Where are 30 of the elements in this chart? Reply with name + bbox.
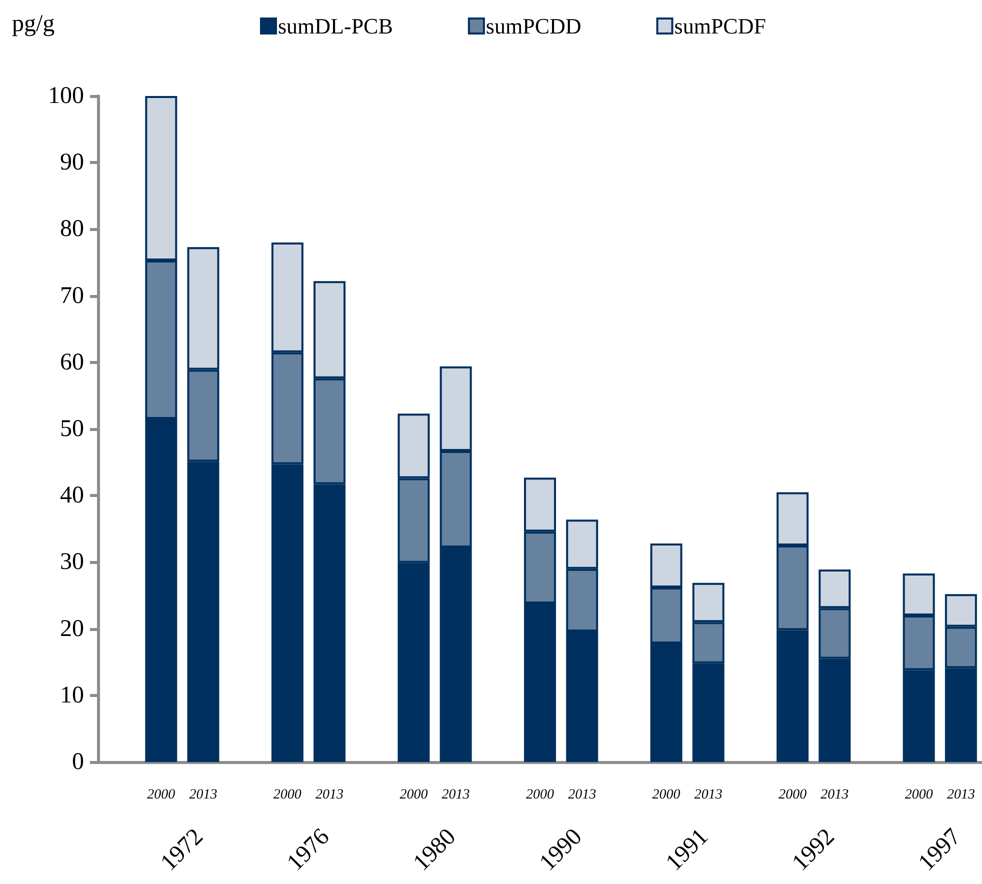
legend-label: sumPCDD <box>486 14 582 38</box>
y-tick-label: 0 <box>72 749 84 775</box>
x-tick-label: 2000 <box>904 788 933 802</box>
y-tick-label: 30 <box>60 549 84 576</box>
x-tick-label: 2013 <box>820 788 849 802</box>
x-tick-label: 2013 <box>316 788 344 802</box>
y-tick-label: 40 <box>60 482 84 509</box>
x-tick-label: 2013 <box>189 788 218 802</box>
x-tick-label: 2000 <box>526 788 554 802</box>
legend-label: sumPCDF <box>674 14 766 38</box>
y-tick-label: 10 <box>60 682 84 708</box>
y-tick-label: 70 <box>60 282 84 309</box>
x-tick-label: 2000 <box>652 788 680 802</box>
x-tick-label: 2013 <box>442 788 470 802</box>
y-tick-label: 60 <box>60 349 84 376</box>
y-tick-label: 90 <box>60 150 84 176</box>
x-tick-label: 2013 <box>946 788 975 802</box>
x-tick-label: 2013 <box>568 788 596 802</box>
y-tick-label: 100 <box>48 83 84 109</box>
legend-label: sumDL-PCB <box>278 14 393 38</box>
x-tick-label: 2013 <box>694 788 722 802</box>
x-tick-label: 2000 <box>778 788 807 802</box>
y-axis-title: pg/g <box>12 11 55 37</box>
y-tick-label: 50 <box>60 416 84 442</box>
x-tick-label: 2000 <box>147 788 176 802</box>
x-tick-label: 2000 <box>400 788 428 802</box>
text: 1991 <box>661 824 714 876</box>
x-tick-label: 2000 <box>273 788 302 802</box>
y-tick-label: 80 <box>60 216 84 242</box>
y-tick-label: 20 <box>60 616 84 642</box>
